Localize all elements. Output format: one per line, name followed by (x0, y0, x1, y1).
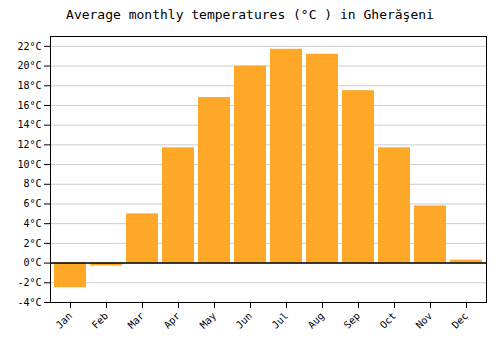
svg-text:18°C: 18°C (17, 80, 41, 91)
svg-text:Apr: Apr (162, 310, 183, 331)
svg-text:8°C: 8°C (23, 178, 41, 189)
svg-text:16°C: 16°C (17, 100, 41, 111)
svg-text:6°C: 6°C (23, 198, 41, 209)
svg-text:4°C: 4°C (23, 218, 41, 229)
svg-text:20°C: 20°C (17, 60, 41, 71)
svg-text:Sep: Sep (342, 310, 363, 331)
svg-text:Dec: Dec (450, 310, 471, 331)
svg-text:10°C: 10°C (17, 159, 41, 170)
svg-text:Feb: Feb (90, 310, 111, 331)
svg-text:0°C: 0°C (23, 257, 41, 268)
svg-text:Jun: Jun (234, 310, 255, 331)
svg-text:Mar: Mar (126, 310, 147, 331)
svg-text:14°C: 14°C (17, 119, 41, 130)
svg-text:Jul: Jul (270, 310, 291, 331)
html-text:Average monthly temperatures (: Average monthly temperatures (°C ) in Gh… (66, 7, 434, 22)
svg-text:-2°C: -2°C (17, 277, 41, 288)
svg-text:Aug: Aug (306, 310, 327, 331)
svg-text:12°C: 12°C (17, 139, 41, 150)
svg-text:Oct: Oct (378, 310, 399, 331)
svg-text:-4°C: -4°C (17, 297, 41, 308)
svg-text:2°C: 2°C (23, 238, 41, 249)
svg-text:May: May (198, 310, 219, 331)
svg-text:Jan: Jan (54, 310, 75, 331)
svg-text:Nov: Nov (414, 310, 435, 331)
svg-text:22°C: 22°C (17, 41, 41, 52)
